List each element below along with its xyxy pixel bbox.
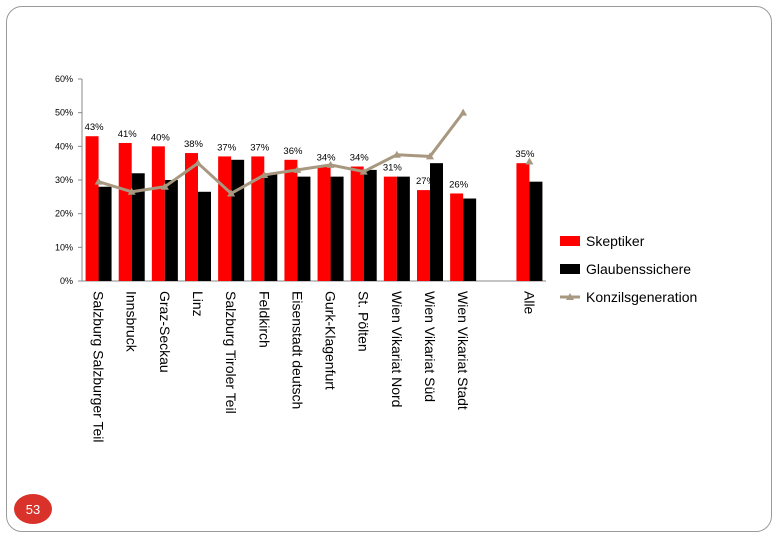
legend: Skeptiker Glaubenssichere Konzilsgeneratio… (560, 233, 697, 305)
y-tick-label: 60% (55, 74, 73, 84)
line-marker (392, 150, 401, 158)
bar-glaubenssichere (529, 181, 543, 281)
data-label: 41% (118, 129, 138, 140)
bar-glaubenssichere (363, 169, 377, 281)
bar-skeptiker (350, 166, 364, 281)
data-label: 38% (184, 139, 204, 150)
bar-glaubenssichere (430, 163, 443, 281)
data-label: 37% (217, 142, 237, 153)
bar-glaubenssichere (330, 176, 344, 281)
line-marker (293, 165, 302, 173)
line-marker (160, 182, 169, 190)
bar-glaubenssichere (131, 173, 145, 281)
bar-glaubenssichere (396, 176, 410, 281)
category-label: Wien Vikariat Stadt (455, 291, 471, 410)
bar-glaubenssichere (164, 180, 178, 281)
category-label: Graz-Seckau (157, 291, 173, 373)
legend-swatch (560, 264, 580, 274)
line-marker (260, 170, 269, 178)
legend-marker (566, 293, 574, 300)
data-label: 36% (283, 146, 303, 157)
legend-swatch (560, 236, 580, 246)
category-label: Innsbruck (124, 291, 140, 353)
data-label: 27% (416, 176, 436, 187)
category-label: St. Pölten (356, 291, 372, 352)
y-tick-label: 40% (55, 141, 73, 151)
line-marker (194, 159, 202, 167)
line-marker (94, 177, 103, 185)
data-label: 35% (515, 149, 535, 160)
data-label: 31% (383, 163, 403, 174)
y-tick-label: 50% (55, 108, 73, 118)
category-label: Alle (521, 291, 537, 315)
bar-glaubenssichere (297, 176, 311, 281)
bar-skeptiker (185, 153, 198, 281)
line-konzilsgeneration (98, 111, 465, 196)
bar-skeptiker (383, 176, 397, 281)
category-label: Linz (190, 291, 206, 317)
bar-glaubenssichere (98, 186, 112, 281)
line-marker (359, 167, 368, 175)
y-tick-label: 0% (60, 276, 73, 286)
y-tick-label: 20% (55, 209, 73, 219)
category-label: Salzburg Salzburger Teil (91, 291, 107, 443)
data-label: 34% (350, 153, 370, 164)
bar-glaubenssichere (231, 159, 245, 281)
bar-skeptiker (317, 166, 331, 281)
bar-skeptiker (85, 136, 99, 281)
bar-glaubenssichere (264, 173, 278, 281)
bar-skeptiker (516, 163, 530, 281)
bar-skeptiker (118, 142, 132, 281)
data-label: 34% (317, 153, 337, 164)
line-marker (525, 157, 534, 165)
bar-skeptiker (417, 190, 430, 281)
category-label: Eisenstadt deutsch (289, 291, 305, 409)
category-label: Gurk-Klagenfurt (323, 291, 339, 390)
page-number-badge: 53 (14, 494, 52, 524)
category-label: Salzburg Tiroler Teil (223, 291, 239, 414)
legend-label: Skeptiker (586, 233, 645, 249)
line-marker (326, 160, 335, 168)
bar-glaubenssichere (198, 191, 211, 281)
category-label: Wien Vikariat Nord (389, 291, 405, 407)
data-label: 40% (151, 132, 171, 143)
data-labels: 43% 41% 40% 38% 37% 37% 36% 34% 34% 31% 27% 26% 35% (85, 122, 535, 190)
line-marker (227, 189, 236, 197)
category-label: Feldkirch (256, 291, 272, 348)
slide-frame (6, 6, 772, 532)
y-tick-label: 10% (55, 242, 73, 252)
data-label: 43% (85, 122, 105, 133)
category-label: Wien Vikariat Süd (422, 291, 438, 402)
bar-skeptiker (218, 156, 232, 281)
line-marker (459, 108, 468, 116)
line-marker (127, 187, 136, 195)
bar-skeptiker (284, 159, 298, 281)
data-label: 37% (250, 142, 270, 153)
legend-label: Glaubenssichere (586, 261, 691, 277)
bar-skeptiker (450, 193, 464, 281)
line-series (94, 108, 534, 197)
category-labels: Salzburg Salzburger Teil Innsbruck Graz-Se… (91, 291, 538, 443)
bar-skeptiker (251, 156, 265, 281)
page-number: 53 (25, 501, 41, 517)
bar-glaubenssichere (463, 198, 477, 281)
line-marker (426, 152, 434, 160)
bar-skeptiker (151, 146, 165, 281)
legend-label: Konzilsgeneration (586, 289, 697, 305)
y-tick-label: 30% (55, 175, 73, 185)
data-label: 26% (449, 179, 469, 190)
bars (85, 136, 543, 281)
